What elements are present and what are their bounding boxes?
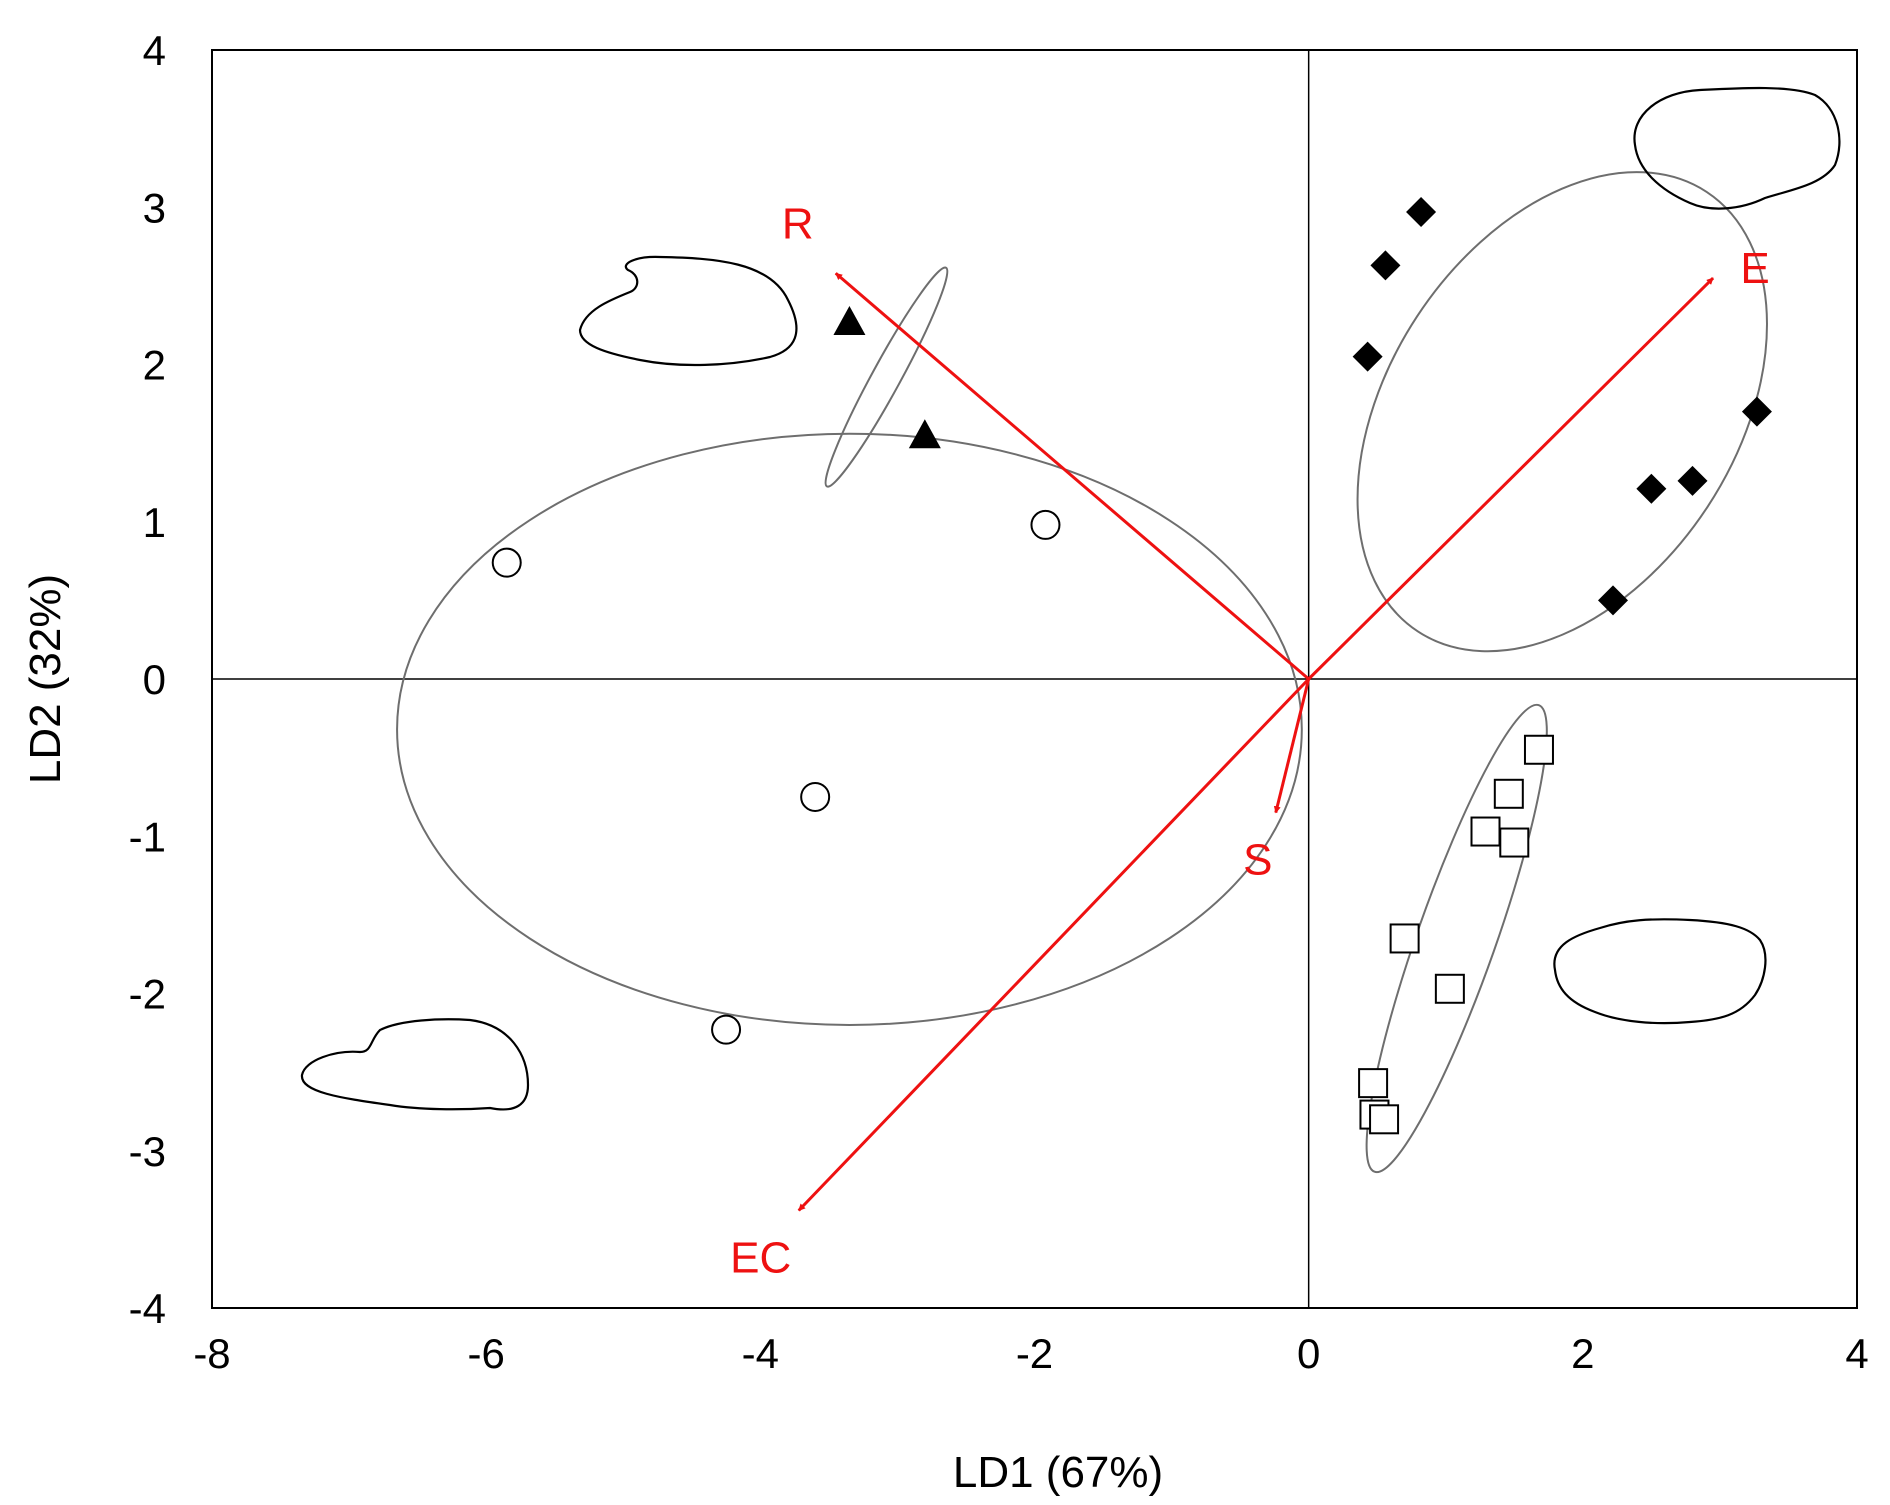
x-tick-label: 2 [1571, 1330, 1594, 1377]
y-tick-labels: -4 -3 -2 -1 0 1 2 3 4 [129, 27, 166, 1332]
data-point-open-circle [800, 781, 831, 812]
data-point-open-square [1499, 827, 1530, 858]
data-point-open-square [1358, 1068, 1389, 1099]
group-ellipse [1365, 703, 1548, 1174]
data-point-open-circle [711, 1014, 742, 1045]
loading-vector-label: S [1243, 836, 1272, 885]
x-tick-label: 0 [1297, 1330, 1320, 1377]
data-point-filled-diamond [1597, 585, 1628, 616]
y-tick-label: -1 [129, 813, 166, 860]
y-tick-label: 1 [143, 499, 166, 546]
data-point-open-square [1434, 973, 1465, 1004]
y-tick-label: 0 [143, 656, 166, 703]
loading-vector-label: R [782, 199, 814, 248]
y-tick-label: 2 [143, 342, 166, 389]
seed-outline-upper-right [1633, 86, 1841, 210]
y-tick-label: -2 [129, 971, 166, 1018]
y-tick-label: -3 [129, 1128, 166, 1175]
group-ellipse [824, 266, 949, 488]
loading-vector-r [834, 272, 1310, 681]
seed-shape-outlines [300, 86, 1841, 1111]
y-tick-label: -4 [129, 1285, 166, 1332]
loading-vector-label: E [1740, 244, 1769, 293]
loading-vector-s [1273, 678, 1311, 814]
y-tick-label: 4 [143, 27, 166, 74]
data-point-filled-triangle [833, 306, 866, 336]
data-point-filled-diamond [1677, 465, 1708, 496]
y-axis-title: LD2 (32%) [21, 574, 70, 784]
seed-outline-lower-right [1553, 918, 1767, 1025]
x-axis-title: LD1 (67%) [953, 1448, 1163, 1497]
data-point-open-square [1369, 1104, 1400, 1135]
data-point-open-square [1389, 923, 1420, 954]
seed-outline-upper-left [578, 255, 798, 367]
loading-vector-e [1307, 276, 1715, 681]
y-tick-label: 3 [143, 184, 166, 231]
data-point-filled-diamond [1370, 250, 1401, 281]
data-point-filled-triangle [908, 419, 941, 449]
x-tick-label: -8 [193, 1330, 230, 1377]
data-point-open-square [1493, 778, 1524, 809]
x-tick-label: -4 [742, 1330, 779, 1377]
data-point-filled-diamond [1352, 341, 1383, 372]
x-tick-label: -2 [1016, 1330, 1053, 1377]
x-tick-label: 4 [1845, 1330, 1868, 1377]
group-loading-vectors: R E S EC [730, 199, 1770, 1282]
loading-vector-label: EC [730, 1234, 791, 1283]
group-data-points [491, 196, 1772, 1135]
data-point-open-circle [1030, 509, 1061, 540]
data-point-filled-diamond [1406, 196, 1437, 227]
data-point-filled-diamond [1741, 396, 1772, 427]
x-tick-label: -6 [467, 1330, 504, 1377]
seed-outline-lower-left [300, 1018, 530, 1111]
x-tick-labels: -8 -6 -4 -2 0 2 4 [193, 1330, 1868, 1377]
loading-vector-ec [797, 677, 1310, 1212]
data-point-open-square [1470, 816, 1501, 847]
group-ellipses [396, 171, 1768, 1174]
data-point-open-square [1523, 734, 1554, 765]
group-ellipse [396, 432, 1303, 1026]
data-point-filled-diamond [1636, 473, 1667, 504]
data-point-open-circle [491, 547, 522, 578]
group-ellipse [1356, 171, 1768, 653]
